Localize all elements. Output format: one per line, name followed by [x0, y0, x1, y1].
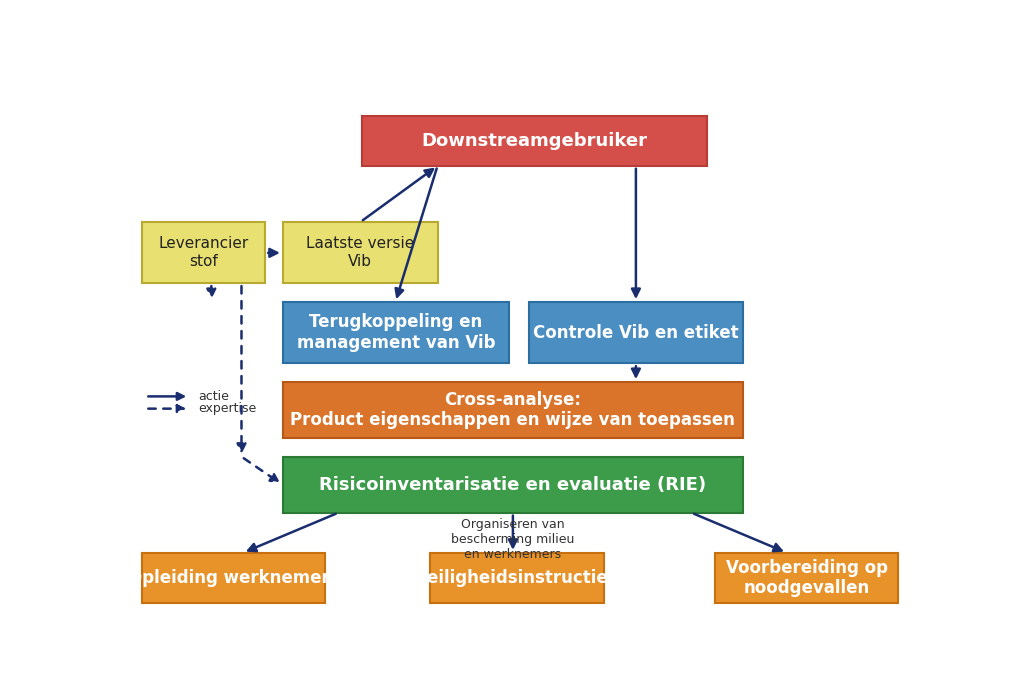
FancyBboxPatch shape	[283, 302, 509, 363]
Text: Organiseren van
bescherming milieu
en werknemers: Organiseren van bescherming milieu en we…	[452, 518, 574, 561]
FancyBboxPatch shape	[430, 553, 604, 604]
Text: Voorbereiding op
noodgevallen: Voorbereiding op noodgevallen	[726, 559, 888, 597]
Text: Leverancier
stof: Leverancier stof	[159, 236, 249, 269]
Text: Opleiding werknemers: Opleiding werknemers	[128, 569, 339, 587]
Text: Controle Vib en etiket: Controle Vib en etiket	[534, 324, 738, 342]
Text: Downstreamgebruiker: Downstreamgebruiker	[422, 132, 648, 150]
FancyBboxPatch shape	[362, 116, 708, 166]
FancyBboxPatch shape	[142, 553, 325, 604]
Text: Laatste versie
Vib: Laatste versie Vib	[306, 236, 415, 269]
FancyBboxPatch shape	[142, 222, 265, 283]
FancyBboxPatch shape	[283, 382, 743, 438]
Text: Risicoinventarisatie en evaluatie (RIE): Risicoinventarisatie en evaluatie (RIE)	[319, 475, 707, 493]
Text: expertise: expertise	[199, 402, 257, 415]
FancyBboxPatch shape	[528, 302, 743, 363]
FancyBboxPatch shape	[283, 457, 743, 513]
FancyBboxPatch shape	[715, 553, 898, 604]
Text: Terugkoppeling en
management van Vib: Terugkoppeling en management van Vib	[297, 313, 495, 352]
Text: actie: actie	[199, 390, 229, 403]
Text: Veiligheidsinstructies: Veiligheidsinstructies	[416, 569, 618, 587]
FancyBboxPatch shape	[283, 222, 437, 283]
Text: Cross-analyse:
Product eigenschappen en wijze van toepassen: Cross-analyse: Product eigenschappen en …	[291, 391, 735, 430]
